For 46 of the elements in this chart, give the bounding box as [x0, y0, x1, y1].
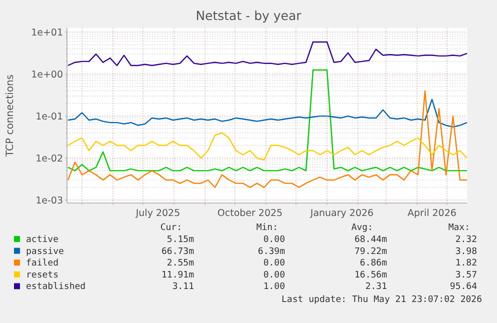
text: 2.31: [365, 282, 387, 292]
legend-label: resets: [26, 270, 59, 280]
text: 5.15m: [166, 235, 194, 245]
text: 3.11: [172, 282, 194, 292]
text: 0.00: [263, 235, 285, 245]
text: 6.86m: [360, 258, 387, 269]
text: 6.39m: [258, 246, 285, 257]
y-tick-label: 1e-01: [36, 111, 63, 122]
line-series: [67, 98, 468, 128]
x-tick-label: July 2025: [134, 208, 180, 219]
text: 1.00: [263, 282, 285, 292]
text: 16.56m: [354, 270, 387, 280]
y-tick-label: 1e+01: [31, 27, 63, 38]
text: Last update: Thu May 21 23:07:02 2026: [282, 295, 482, 305]
text: 66.73m: [161, 246, 194, 257]
text: 0.00: [263, 258, 285, 269]
y-tick-label: 1e+00: [31, 69, 63, 80]
legend-label: failed: [26, 258, 59, 269]
y-axis-title: TCP connections: [5, 74, 16, 158]
text: 0.00: [263, 270, 285, 280]
text: Max:: [448, 223, 470, 233]
y-tick-label: 1e-03: [36, 195, 63, 206]
text: 79.22m: [354, 246, 387, 257]
line-series: [67, 90, 468, 188]
x-tick-label: October 2025: [217, 208, 283, 219]
legend-label: passive: [26, 246, 64, 257]
text: 1.82: [455, 258, 477, 269]
text: Avg:: [351, 223, 373, 233]
x-tick-label: April 2026: [408, 208, 456, 219]
text: 95.64: [450, 282, 477, 292]
legend-label: established: [26, 282, 86, 292]
text: 11.91m: [161, 270, 194, 280]
text: Cur:: [160, 223, 182, 233]
line-series: [67, 41, 468, 66]
text: 2.55m: [166, 258, 194, 269]
text: Min:: [256, 223, 278, 233]
text: 3.57: [455, 270, 477, 280]
y-tick-label: 1e-02: [36, 153, 63, 164]
legend-label: active: [26, 235, 59, 245]
x-tick-label: January 2026: [309, 208, 374, 219]
line-series: [67, 132, 468, 161]
text: 2.32: [455, 235, 477, 245]
text: 3.98: [455, 246, 477, 257]
text: 68.44m: [354, 235, 387, 245]
line-series: [67, 69, 468, 172]
chart-title: Netstat - by year: [196, 8, 302, 23]
